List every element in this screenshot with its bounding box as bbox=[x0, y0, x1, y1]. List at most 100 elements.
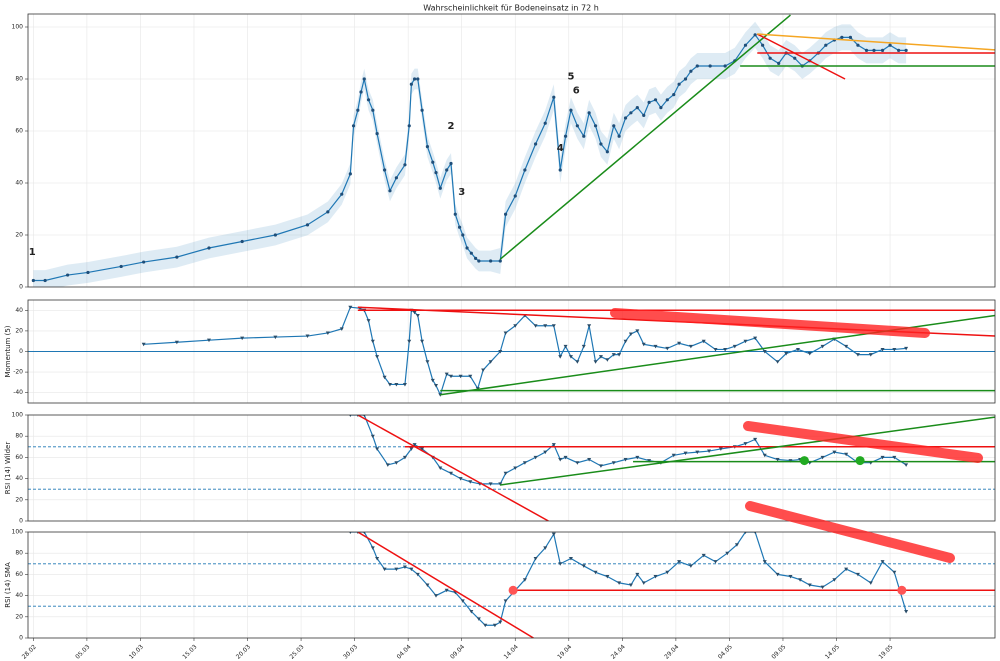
data-point bbox=[855, 572, 860, 577]
data-point bbox=[339, 327, 344, 331]
data-point bbox=[880, 347, 885, 352]
data-point bbox=[677, 341, 682, 346]
data-point bbox=[409, 567, 414, 572]
data-point bbox=[575, 124, 579, 128]
y-tick-label: 80 bbox=[15, 76, 23, 83]
data-point bbox=[498, 350, 503, 354]
series-line bbox=[143, 306, 907, 397]
data-point bbox=[558, 355, 563, 359]
trend-line bbox=[357, 415, 549, 521]
data-point bbox=[366, 98, 371, 102]
data-point bbox=[438, 466, 443, 470]
data-point bbox=[457, 225, 462, 229]
y-tick-label: 40 bbox=[15, 180, 23, 187]
data-point bbox=[273, 233, 277, 237]
data-point bbox=[476, 617, 481, 621]
data-point bbox=[677, 560, 682, 564]
data-point bbox=[723, 64, 727, 68]
data-point bbox=[403, 163, 407, 167]
data-point bbox=[635, 106, 639, 110]
data-point bbox=[563, 344, 568, 349]
data-point bbox=[743, 43, 748, 47]
x-tick-label: 04.04 bbox=[396, 643, 413, 660]
x-tick-label: 04.05 bbox=[717, 643, 734, 660]
data-point bbox=[445, 168, 449, 172]
data-point bbox=[409, 82, 413, 86]
data-point bbox=[119, 264, 123, 269]
data-point bbox=[558, 458, 563, 462]
data-point bbox=[240, 336, 245, 341]
trend-line bbox=[756, 33, 846, 80]
trend-line bbox=[500, 416, 995, 486]
data-point bbox=[522, 578, 527, 582]
data-point bbox=[425, 360, 430, 364]
data-point bbox=[348, 172, 352, 176]
data-point bbox=[448, 374, 453, 379]
data-point bbox=[383, 168, 387, 172]
data-point bbox=[677, 82, 681, 86]
data-point bbox=[533, 455, 538, 460]
data-point bbox=[665, 570, 670, 575]
data-point bbox=[628, 583, 633, 587]
annotation: 1 bbox=[29, 247, 36, 258]
y-tick-label: 60 bbox=[15, 454, 23, 461]
data-point bbox=[523, 168, 527, 172]
data-point bbox=[503, 331, 508, 335]
data-point bbox=[623, 339, 628, 344]
panel bbox=[28, 14, 995, 287]
data-point bbox=[713, 560, 718, 564]
data-point bbox=[708, 64, 712, 68]
x-tick-label: 10.03 bbox=[128, 643, 145, 660]
y-tick-label: 0 bbox=[19, 635, 23, 642]
data-point bbox=[598, 464, 603, 468]
data-point bbox=[359, 90, 363, 94]
plot-frame bbox=[27, 13, 996, 288]
data-point bbox=[469, 610, 474, 614]
data-point bbox=[768, 56, 772, 60]
data-point bbox=[362, 77, 366, 81]
data-point bbox=[807, 583, 812, 587]
data-point bbox=[732, 344, 737, 349]
data-point bbox=[412, 443, 417, 447]
trend-line bbox=[757, 33, 995, 51]
data-point bbox=[356, 108, 360, 112]
data-point bbox=[688, 564, 693, 568]
data-point bbox=[605, 358, 610, 362]
data-point bbox=[543, 324, 548, 328]
data-point bbox=[725, 551, 730, 556]
data-point bbox=[701, 339, 706, 344]
data-point bbox=[444, 372, 449, 377]
data-point bbox=[370, 546, 375, 550]
data-point bbox=[904, 610, 909, 614]
data-point bbox=[872, 48, 876, 53]
data-point bbox=[387, 382, 392, 387]
data-point bbox=[832, 578, 837, 582]
signal-marker bbox=[508, 585, 518, 595]
y-tick-label: 20 bbox=[15, 232, 23, 239]
data-point bbox=[629, 111, 633, 115]
data-point bbox=[582, 134, 586, 138]
data-point bbox=[492, 623, 497, 628]
data-point bbox=[695, 450, 700, 455]
data-point bbox=[671, 453, 676, 458]
data-point bbox=[855, 353, 860, 357]
data-point bbox=[762, 350, 767, 354]
x-tick-label: 15.03 bbox=[181, 643, 198, 660]
data-point bbox=[402, 455, 407, 460]
data-point bbox=[504, 212, 508, 216]
data-point bbox=[807, 352, 812, 356]
x-tick-label: 14.04 bbox=[503, 643, 520, 660]
data-point bbox=[394, 461, 399, 465]
data-point bbox=[653, 344, 658, 349]
x-tick-label: 05.03 bbox=[74, 643, 91, 660]
annotation: 2 bbox=[448, 121, 455, 132]
y-tick-label: 40 bbox=[15, 307, 23, 314]
data-point bbox=[734, 543, 739, 547]
data-point bbox=[641, 581, 646, 585]
data-point bbox=[477, 259, 481, 263]
data-point bbox=[777, 61, 781, 65]
x-tick-label: 29.04 bbox=[663, 643, 680, 660]
data-point bbox=[458, 477, 463, 481]
data-point bbox=[141, 342, 146, 347]
x-tick-label: 24.04 bbox=[610, 643, 627, 660]
